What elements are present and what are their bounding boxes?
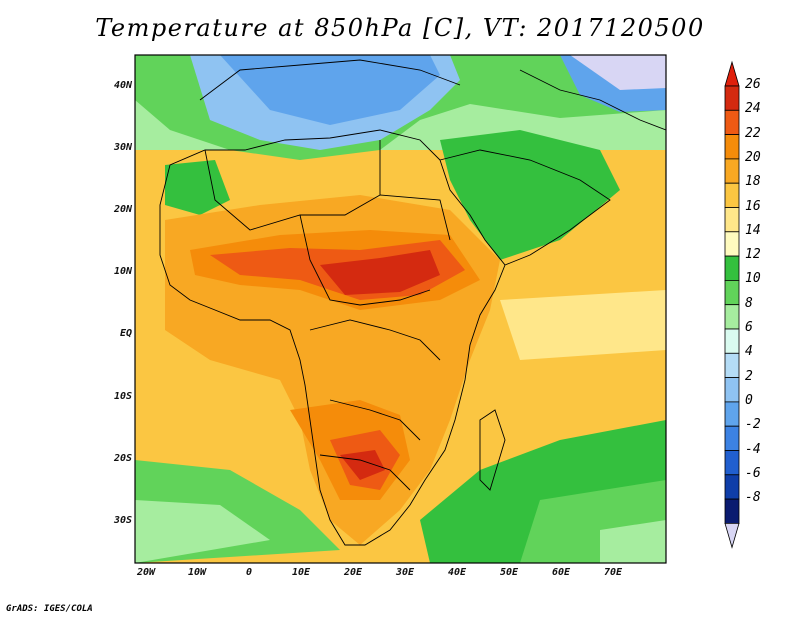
colorbar-label: 22: [745, 125, 761, 141]
map-frame: [134, 54, 667, 564]
colorbar-swatch: [724, 401, 740, 427]
colorbar-swatch: [724, 498, 740, 524]
lon-label-10w: 10W: [187, 567, 207, 578]
lon-label-50e: 50E: [499, 567, 519, 578]
colorbar-label: -6: [745, 465, 761, 481]
colorbar-label: -4: [745, 441, 761, 457]
colorbar-label: -2: [745, 417, 761, 433]
lon-label-0: 0: [245, 567, 253, 578]
lat-label-10n: 10N: [113, 266, 132, 277]
colorbar-swatch: [724, 109, 740, 136]
colorbar-label: 14: [745, 222, 761, 238]
grads-credit: GrADS: IGES/COLA: [6, 604, 93, 614]
colorbar-label: -8: [745, 490, 761, 506]
colorbar-label: 6: [745, 320, 753, 335]
lat-label-20s: 20S: [113, 453, 132, 464]
lat-label-30n: 30N: [113, 142, 132, 153]
country-borders: [159, 59, 666, 546]
colorbar-swatch: [724, 352, 740, 378]
colorbar: [724, 60, 740, 549]
lon-label-60e: 60E: [551, 567, 571, 578]
colorbar-swatch: [724, 182, 740, 208]
colorbar-swatch: [724, 158, 740, 184]
colorbar-label: 8: [745, 295, 753, 311]
colorbar-swatch: [724, 231, 740, 257]
lon-label-30e: 30E: [395, 567, 415, 578]
colorbar-label: 18: [745, 174, 761, 190]
colorbar-swatch: [724, 85, 740, 111]
lon-label-20w: 20W: [136, 567, 156, 578]
colorbar-label: 20: [745, 149, 761, 165]
colorbar-label: 24: [745, 101, 761, 117]
lat-label-10s: 10S: [113, 391, 132, 402]
colorbar-label: 2: [745, 368, 753, 384]
lon-label-10e: 10E: [291, 567, 311, 578]
colorbar-top-triangle: [724, 60, 740, 87]
colorbar-swatch: [724, 134, 740, 160]
lat-label-20n: 20N: [113, 204, 132, 215]
colorbar-swatch: [724, 255, 740, 281]
colorbar-swatch: [724, 377, 740, 403]
colorbar-swatch: [724, 304, 740, 330]
colorbar-swatch: [724, 328, 740, 354]
colorbar-label: 0: [745, 392, 753, 408]
colorbar-bottom-triangle: [724, 523, 740, 549]
lon-label-40e: 40E: [447, 567, 467, 578]
colorbar-label: 4: [745, 344, 753, 360]
lon-label-70e: 70E: [603, 567, 623, 578]
colorbar-label: 10: [745, 271, 761, 287]
lon-label-20e: 20E: [343, 567, 363, 578]
colorbar-label: 16: [745, 198, 761, 214]
colorbar-swatch: [724, 207, 740, 233]
colorbar-label: 26: [745, 77, 761, 92]
colorbar-swatch: [724, 425, 740, 451]
temperature-field: [135, 55, 666, 563]
colorbar-swatch: [724, 279, 740, 306]
lat-label-40n: 40N: [113, 80, 132, 91]
colorbar-swatch: [724, 450, 740, 476]
lat-label-30s: 30S: [113, 515, 132, 526]
map-title: Temperature at 850hPa [C], VT: 201712050…: [95, 14, 705, 42]
colorbar-label: 12: [745, 247, 761, 263]
lat-label-eq: EQ: [119, 328, 132, 339]
colorbar-swatch: [724, 474, 740, 500]
